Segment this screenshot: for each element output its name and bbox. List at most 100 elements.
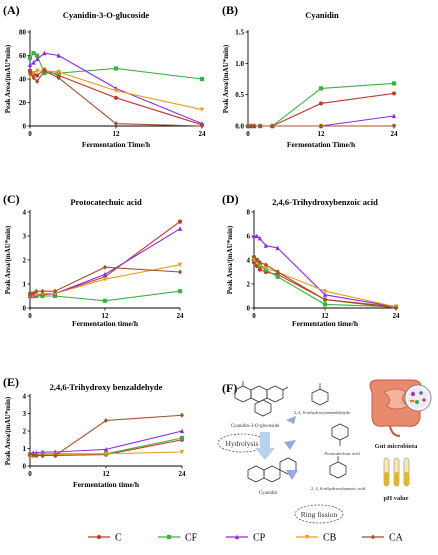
microbiota-magnifier-icon bbox=[404, 384, 432, 412]
panel-label-f: (F) bbox=[222, 381, 237, 395]
legend-marker bbox=[304, 534, 310, 540]
data-point-c bbox=[177, 219, 183, 224]
y-axis-label: Peak Area/(mAU*min) bbox=[4, 225, 12, 294]
series-ca bbox=[27, 68, 205, 129]
x-tick-label: 0 bbox=[28, 130, 32, 138]
data-point-cf bbox=[179, 435, 185, 441]
legend-item-ca: CA bbox=[362, 533, 404, 544]
x-tick-label: 0 bbox=[252, 312, 256, 320]
series-ca bbox=[251, 253, 399, 311]
legend-label: CB bbox=[323, 533, 337, 544]
data-point-cb bbox=[263, 266, 268, 271]
chart-title: 2,4,6-Trihydroxy benzaldehyde bbox=[50, 382, 163, 392]
panel-label: (C) bbox=[3, 192, 20, 206]
x-tick-label: 24 bbox=[393, 312, 401, 320]
legend-item-c: C bbox=[88, 533, 122, 544]
data-point-c bbox=[318, 101, 324, 106]
data-point-cf bbox=[35, 53, 40, 58]
data-point-cp bbox=[391, 113, 397, 119]
series-line-c bbox=[30, 221, 181, 296]
ring-fission-bubble bbox=[294, 504, 344, 524]
data-point-ca bbox=[177, 269, 183, 275]
series-ca bbox=[27, 264, 183, 298]
x-tick-label: 12 bbox=[113, 130, 121, 138]
data-point-cp bbox=[177, 226, 183, 231]
data-point-cb bbox=[257, 262, 263, 268]
x-axis-label: Fermentation time/h bbox=[73, 480, 140, 489]
y-tick-label: 6 bbox=[247, 233, 251, 241]
x-tick-label: 12 bbox=[102, 312, 110, 320]
data-point-ca bbox=[31, 452, 36, 458]
x-axis-label: Fermentation Time/h bbox=[82, 140, 151, 149]
data-point-cp bbox=[31, 60, 36, 65]
legend-label: C bbox=[115, 533, 122, 544]
y-tick-label: 0 bbox=[247, 305, 251, 313]
x-tick-label: 0 bbox=[246, 130, 250, 138]
y-tick-label: 60 bbox=[19, 52, 27, 60]
panel-label: (D) bbox=[222, 192, 239, 206]
data-point-cp bbox=[322, 292, 328, 297]
data-point-ca bbox=[27, 292, 33, 298]
chart-panel-b: (B) Cyanidin 0.0 0.5 1.0 1.5 0 12 24 Fermentation… bbox=[222, 3, 398, 149]
data-point-ca bbox=[270, 123, 275, 129]
data-point-cp bbox=[35, 56, 40, 62]
x-tick-label: 24 bbox=[179, 470, 187, 478]
data-point-ca bbox=[275, 269, 280, 275]
y-tick-label: 1 bbox=[23, 445, 27, 453]
data-point-cf bbox=[102, 298, 108, 303]
data-point-ca bbox=[53, 453, 58, 458]
pca-structure-icon bbox=[331, 423, 349, 446]
y-tick-label: 8 bbox=[247, 209, 251, 217]
data-point-ca bbox=[31, 291, 36, 297]
chart-title: Cyanidin bbox=[305, 10, 339, 20]
y-tick-label: 1.5 bbox=[235, 29, 244, 37]
series-line-c bbox=[248, 92, 395, 127]
data-point-cf bbox=[391, 81, 397, 86]
y-tick-label: 4 bbox=[23, 393, 27, 401]
legend-label: CF bbox=[185, 533, 198, 544]
data-point-cb bbox=[35, 68, 40, 74]
series-c bbox=[27, 219, 183, 297]
legend-label: CP bbox=[253, 533, 266, 544]
chart-title: 2,4,6-Trihydroxybenzoic acid bbox=[272, 197, 378, 207]
data-point-ca bbox=[251, 123, 257, 129]
tba-label: 2, 4, 6-trihydroxybenzoic acid bbox=[311, 486, 366, 492]
x-tick-label: 24 bbox=[177, 312, 185, 320]
y-tick-label: 0 bbox=[23, 463, 27, 471]
data-point-ca bbox=[103, 418, 109, 423]
chart-title: Cyanidin-3-O-glucoside bbox=[63, 10, 150, 20]
data-point-cf bbox=[113, 66, 119, 71]
data-point-ca bbox=[263, 262, 268, 268]
data-point-ca bbox=[251, 253, 257, 259]
series-c bbox=[245, 91, 397, 129]
y-tick-label: 3 bbox=[23, 410, 27, 418]
cyanidin-label: Cyanidin bbox=[259, 491, 278, 496]
data-point-cp bbox=[102, 271, 108, 277]
data-point-cp bbox=[275, 245, 280, 251]
data-point-c bbox=[391, 91, 397, 96]
data-point-ca bbox=[27, 451, 33, 457]
y-tick-label: 1 bbox=[23, 281, 27, 289]
x-axis-label: Fermentation Time/h bbox=[287, 140, 356, 149]
y-tick-label: 1.0 bbox=[235, 60, 244, 68]
data-point-ca bbox=[113, 121, 119, 127]
x-tick-label: 12 bbox=[318, 130, 326, 138]
data-point-cp bbox=[42, 50, 47, 56]
series-ca bbox=[245, 123, 397, 129]
legend-marker bbox=[234, 534, 240, 540]
data-point-ca bbox=[245, 123, 251, 129]
data-point-ca bbox=[35, 78, 40, 84]
data-point-ca bbox=[56, 75, 61, 81]
panel-label: (A) bbox=[3, 3, 20, 17]
data-point-cp bbox=[254, 233, 260, 239]
y-tick-label: 2 bbox=[23, 257, 27, 265]
legend-marker bbox=[96, 534, 102, 540]
chart-panel-a: (A) Cyanidin-3-O-glucoside 0 20 40 60 80 0 12 24 F… bbox=[3, 3, 206, 149]
legend-marker bbox=[166, 534, 172, 540]
data-point-cp bbox=[56, 53, 61, 58]
data-point-cb bbox=[31, 71, 36, 76]
data-point-cb bbox=[322, 289, 328, 294]
